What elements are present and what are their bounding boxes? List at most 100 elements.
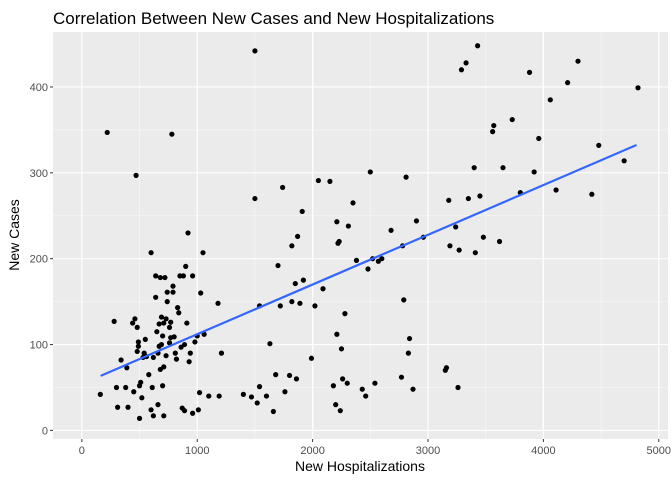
- data-point: [164, 299, 170, 305]
- data-point: [398, 374, 405, 380]
- data-point: [125, 404, 131, 410]
- data-point: [509, 116, 515, 123]
- data-point: [337, 408, 343, 414]
- data-point: [166, 340, 173, 346]
- data-point: [443, 365, 450, 371]
- data-point: [458, 67, 465, 73]
- data-point: [164, 289, 170, 295]
- data-point: [293, 376, 300, 382]
- x-axis-title: New Hospitalizations: [295, 458, 425, 474]
- trend-line: [100, 144, 637, 377]
- data-point: [526, 69, 533, 75]
- data-point: [130, 320, 136, 326]
- data-point: [139, 395, 145, 401]
- data-point: [198, 290, 204, 296]
- data-point: [169, 131, 175, 137]
- data-point: [136, 415, 143, 421]
- data-point: [263, 393, 270, 399]
- data-point: [176, 310, 182, 316]
- data-point: [111, 318, 117, 324]
- data-point: [168, 319, 174, 325]
- data-point: [315, 177, 321, 184]
- data-point: [405, 350, 411, 356]
- data-point: [277, 303, 283, 309]
- data-point: [353, 257, 360, 264]
- data-point: [480, 234, 486, 240]
- data-point: [215, 300, 221, 306]
- data-point: [403, 174, 409, 180]
- data-point: [388, 227, 394, 233]
- data-point: [153, 294, 159, 300]
- data-point: [472, 250, 478, 256]
- data-point: [295, 233, 301, 239]
- data-point: [160, 383, 166, 389]
- data-point: [149, 384, 155, 391]
- data-point: [131, 389, 137, 395]
- data-point: [240, 391, 246, 397]
- data-point: [367, 169, 373, 175]
- data-point: [162, 274, 168, 281]
- data-point: [154, 329, 160, 335]
- data-point: [455, 384, 461, 391]
- data-point: [345, 223, 351, 229]
- data-point: [156, 321, 162, 327]
- data-point: [218, 350, 225, 356]
- data-point: [161, 364, 167, 370]
- data-point: [190, 410, 196, 416]
- data-point: [379, 256, 385, 262]
- x-tick-label: 2000: [300, 445, 324, 457]
- data-point: [340, 376, 346, 382]
- data-point: [166, 324, 173, 330]
- data-point: [150, 354, 156, 361]
- data-point: [150, 413, 156, 419]
- y-axis: 0 100 200 300 400: [30, 82, 53, 437]
- data-point: [308, 355, 315, 361]
- data-point: [547, 97, 553, 103]
- data-point: [248, 394, 255, 400]
- data-point: [270, 408, 276, 415]
- data-point: [365, 266, 371, 272]
- data-point: [200, 250, 206, 256]
- data-point: [596, 142, 602, 148]
- data-point: [334, 331, 340, 337]
- data-point: [184, 320, 190, 326]
- data-point: [118, 357, 124, 363]
- data-point: [183, 263, 189, 270]
- data-point: [134, 348, 140, 355]
- x-axis: 0 1000 2000 3000 4000 5000: [79, 439, 671, 457]
- data-point: [286, 372, 293, 379]
- data-point: [175, 305, 181, 311]
- data-point: [185, 230, 191, 236]
- data-point: [299, 208, 305, 215]
- data-point: [292, 280, 298, 287]
- data-point: [170, 289, 176, 295]
- x-tick-label: 4000: [531, 445, 555, 457]
- data-point: [155, 402, 161, 408]
- data-point: [190, 273, 196, 279]
- data-point: [124, 365, 130, 371]
- data-point: [621, 158, 627, 164]
- data-point: [252, 195, 258, 202]
- x-tick-label: 1000: [185, 445, 209, 457]
- data-point: [338, 346, 345, 352]
- data-point: [275, 262, 281, 269]
- y-tick-label: 200: [30, 254, 48, 266]
- data-point: [161, 413, 167, 419]
- data-point: [342, 311, 348, 317]
- data-point: [196, 390, 203, 396]
- data-point: [350, 200, 356, 206]
- data-point: [206, 393, 212, 399]
- data-point: [123, 384, 129, 391]
- data-point: [289, 243, 295, 249]
- data-point: [282, 389, 288, 395]
- data-point: [300, 277, 306, 283]
- data-point: [334, 219, 340, 225]
- data-point: [333, 402, 339, 408]
- data-point: [446, 197, 452, 203]
- data-point: [589, 191, 595, 197]
- data-point: [160, 333, 166, 339]
- data-point: [330, 383, 336, 389]
- data-point: [146, 372, 152, 378]
- data-point: [171, 334, 177, 340]
